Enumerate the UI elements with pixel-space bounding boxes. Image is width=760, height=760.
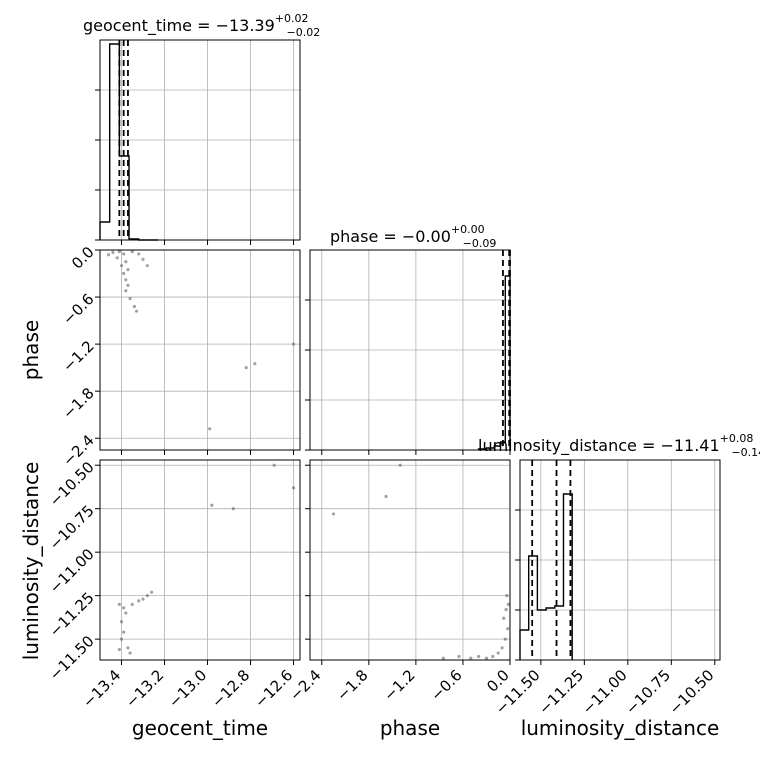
y-tick-label: −1.2	[59, 337, 97, 375]
sample-point	[210, 503, 214, 507]
sample-point	[398, 463, 402, 467]
sample-point	[122, 606, 126, 610]
x-tick-label: −0.6	[427, 666, 465, 704]
panel-frame	[99, 249, 301, 451]
x-tick-label: −10.75	[622, 666, 674, 718]
sample-point	[506, 602, 511, 606]
sample-point	[122, 630, 126, 634]
sample-point	[122, 252, 126, 256]
sample-point	[491, 654, 495, 659]
sample-point	[122, 271, 126, 276]
sample-point	[231, 507, 235, 511]
sample-point	[384, 494, 388, 499]
x-tick-label: −11.00	[579, 666, 631, 718]
y-tick-label: 0.0	[68, 243, 98, 273]
sample-point	[124, 289, 128, 293]
sample-point	[124, 278, 128, 282]
sample-point	[502, 616, 506, 620]
x-tick-label: −1.8	[333, 666, 371, 704]
sample-point	[130, 249, 134, 254]
sample-point	[124, 260, 128, 264]
title-phase: phase = −0.00+0.00 −0.09	[330, 223, 496, 250]
xlabel-luminosity-distance: luminosity_distance	[521, 716, 720, 740]
sample-point	[208, 427, 212, 431]
panel-frame	[309, 459, 511, 661]
sample-point	[484, 656, 489, 660]
sample-point	[117, 602, 121, 606]
ylabel-phase: phase	[19, 320, 43, 380]
y-tick-label: −11.00	[46, 545, 98, 597]
sample-point	[291, 342, 296, 346]
sample-point	[441, 656, 445, 660]
sample-point	[496, 651, 500, 655]
sample-point	[457, 654, 461, 659]
title-luminosity-distance: luminosity_distance = −11.41+0.08−0.14	[478, 432, 760, 459]
sample-point	[291, 486, 296, 490]
sample-point	[505, 594, 509, 598]
sample-point	[141, 597, 145, 601]
histogram-luminosity_distance	[519, 493, 573, 660]
x-tick-label: −12.8	[208, 666, 253, 711]
sample-point	[117, 249, 121, 254]
xlabel-geocent-time: geocent_time	[132, 716, 268, 740]
histogram-geocent_time	[99, 43, 159, 241]
x-tick-label: −13.2	[122, 666, 167, 711]
grid-layer	[100, 40, 720, 660]
sample-point	[128, 297, 132, 301]
sample-point	[141, 257, 145, 262]
ylabel-luminosity-distance: luminosity_distance	[19, 462, 43, 661]
sample-point	[477, 654, 481, 659]
tick-layer: −2.4−1.8−1.2−0.60.0−13.4−13.2−13.0−12.8−…	[46, 89, 718, 718]
sample-point	[128, 651, 132, 655]
sample-point	[115, 256, 119, 260]
sample-point	[119, 264, 124, 268]
title-geocent-time: geocent_time = −13.39+0.02 −0.02	[83, 12, 320, 39]
y-tick-label: −11.50	[46, 632, 98, 684]
sample-point	[126, 646, 130, 650]
sample-point	[137, 252, 141, 256]
sample-point	[504, 607, 508, 612]
sample-point	[117, 647, 121, 652]
panel-frame	[99, 459, 301, 661]
sample-point	[145, 594, 149, 598]
sample-point	[500, 646, 504, 650]
sample-point	[145, 264, 149, 268]
sample-point	[253, 362, 257, 366]
x-tick-label: −1.2	[380, 666, 418, 704]
histogram-phase	[477, 275, 511, 450]
sample-point	[126, 268, 130, 272]
sample-point	[119, 620, 124, 624]
x-tick-label: −11.25	[535, 666, 587, 718]
xlabel-phase: phase	[380, 716, 440, 740]
sample-point	[134, 309, 139, 313]
sample-point	[150, 590, 154, 594]
sample-point	[130, 602, 134, 606]
sample-point	[126, 283, 130, 287]
sample-point	[119, 637, 124, 641]
sample-point	[503, 637, 507, 641]
sample-point	[132, 304, 137, 309]
sample-point	[111, 250, 115, 254]
sample-point	[124, 611, 128, 615]
sample-point	[272, 463, 276, 467]
x-tick-label: −13.4	[79, 666, 124, 711]
sample-point	[244, 366, 248, 370]
sample-point	[506, 627, 510, 631]
sample-point	[137, 599, 141, 603]
y-tick-label: −11.25	[46, 589, 98, 641]
y-tick-label: −10.75	[46, 502, 98, 554]
x-tick-label: −10.50	[666, 666, 718, 718]
sample-point	[331, 512, 336, 516]
x-tick-label: −13.0	[165, 666, 210, 711]
y-tick-label: −1.8	[59, 384, 97, 422]
sample-point	[107, 253, 111, 257]
sample-point	[469, 656, 473, 660]
x-tick-label: −2.4	[286, 666, 324, 704]
y-tick-label: −0.6	[59, 290, 97, 328]
